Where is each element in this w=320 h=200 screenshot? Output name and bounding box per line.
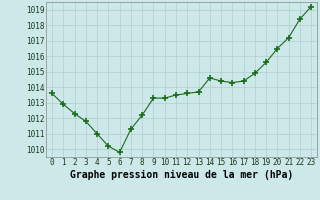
X-axis label: Graphe pression niveau de la mer (hPa): Graphe pression niveau de la mer (hPa)	[70, 170, 293, 180]
